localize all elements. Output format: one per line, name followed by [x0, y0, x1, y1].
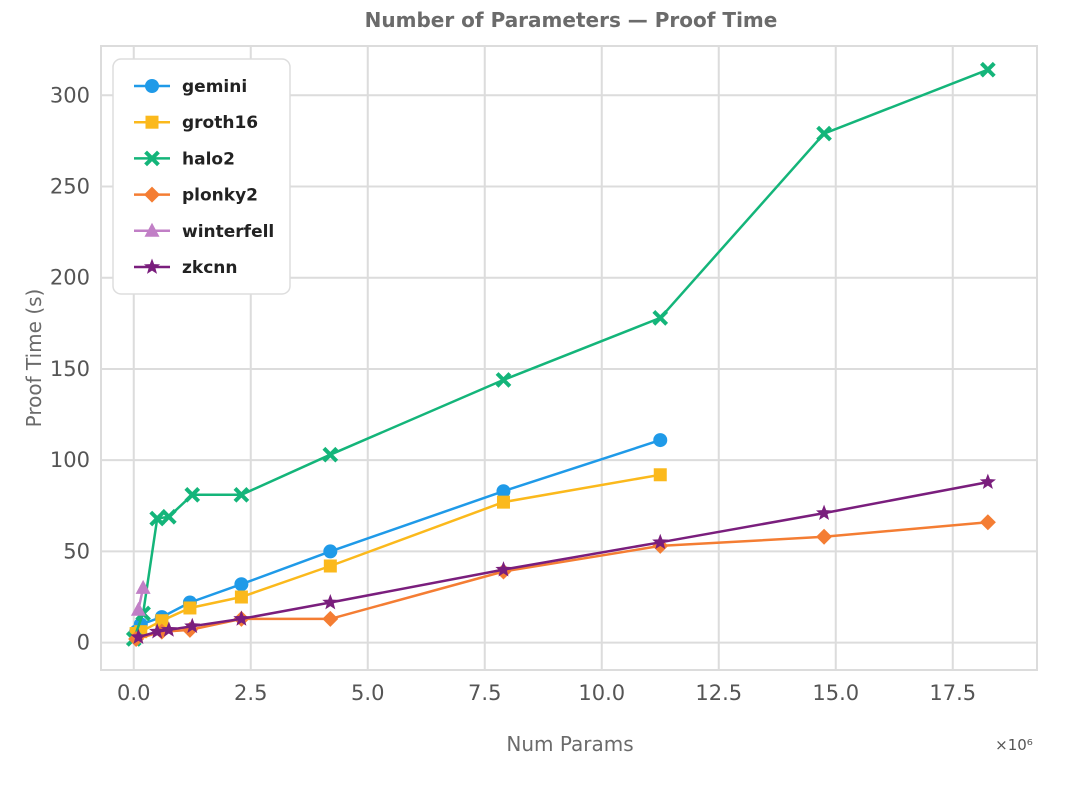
legend-marker-zkcnn [143, 258, 161, 274]
legend-label-gemini: gemini [182, 77, 247, 97]
x-tick-label: 7.5 [468, 681, 501, 705]
series-gemini [129, 433, 668, 639]
legend-label-plonky2: plonky2 [182, 186, 258, 206]
data-point-plonky2 [816, 528, 833, 545]
y-tick-label: 100 [50, 448, 90, 472]
data-point-plonky2 [322, 610, 339, 627]
data-point-gemini [653, 433, 668, 448]
data-point-zkcnn [160, 621, 177, 637]
legend-item-groth16: groth16 [134, 113, 258, 133]
legend-marker-groth16 [145, 115, 159, 129]
x-tick-label: 10.0 [578, 681, 625, 705]
series-zkcnn [130, 473, 996, 645]
y-tick-label: 200 [50, 266, 90, 290]
chart-title: Number of Parameters — Proof Time [365, 8, 778, 32]
x-axis-label: Num Params [506, 732, 633, 756]
legend-marker-winterfell [144, 222, 160, 237]
x-tick-label: 12.5 [695, 681, 742, 705]
series-line-plonky2 [135, 520, 989, 641]
data-point-zkcnn [233, 610, 250, 626]
y-axis-label: Proof Time (s) [22, 289, 46, 428]
x-tick-label: 5.0 [351, 681, 384, 705]
data-point-halo2 [149, 510, 165, 527]
tick-labels: 0.0 2.5 5.0 7.5 10.0 12.5 15.0 17.5 0 50 100 150 200… [50, 83, 976, 705]
series-line-zkcnn [138, 480, 989, 639]
data-point-winterfell [130, 601, 146, 616]
legend-item-halo2: halo2 [134, 149, 235, 169]
data-point-zkcnn [149, 623, 166, 639]
data-point-zkcnn [322, 593, 339, 610]
data-point-zkcnn [130, 628, 147, 645]
data-point-groth16 [323, 559, 337, 573]
legend-label-groth16: groth16 [182, 113, 258, 133]
legend-item-gemini: gemini [134, 77, 247, 97]
data-point-halo2 [816, 125, 832, 142]
data-point-groth16 [653, 468, 667, 482]
series-groth16 [129, 468, 667, 641]
data-point-groth16 [155, 614, 169, 628]
x-tick-label: 15.0 [812, 681, 859, 705]
legend-marker-gemini [145, 79, 159, 93]
legend-item-winterfell: winterfell [134, 222, 274, 242]
data-point-groth16 [496, 495, 510, 509]
legend-label-zkcnn: zkcnn [182, 258, 237, 278]
data-point-zkcnn [815, 504, 833, 520]
data-point-halo2 [233, 487, 250, 503]
y-tick-label: 150 [50, 357, 90, 381]
data-point-gemini [323, 544, 338, 559]
data-point-zkcnn [979, 473, 996, 489]
series-plonky2 [128, 514, 996, 647]
y-tick-label: 300 [50, 83, 90, 107]
data-point-zkcnn [184, 617, 201, 634]
data-point-halo2 [322, 446, 339, 463]
x-multiplier-label: ×10⁶ [995, 736, 1033, 754]
data-point-halo2 [980, 61, 996, 78]
legend-item-zkcnn: zkcnn [134, 258, 237, 278]
legend: gemini groth16 halo2 plonky2 winterfell zkcnn [112, 58, 291, 295]
legend-label-winterfell: winterfell [182, 222, 274, 242]
data-point-zkcnn [495, 561, 512, 577]
series-group [125, 61, 996, 647]
series-winterfell [130, 579, 151, 616]
data-point-plonky2 [979, 514, 996, 531]
data-point-groth16 [234, 590, 248, 604]
data-point-winterfell [135, 579, 151, 594]
x-tick-label: 2.5 [234, 681, 267, 705]
data-point-halo2 [652, 310, 669, 326]
data-point-halo2 [495, 372, 512, 388]
series-line-groth16 [135, 473, 661, 635]
data-point-halo2 [184, 487, 201, 503]
legend-marker-plonky2 [144, 186, 160, 203]
data-point-groth16 [183, 601, 197, 615]
legend-item-plonky2: plonky2 [134, 186, 258, 206]
y-tick-label: 0 [77, 631, 90, 655]
data-point-gemini [496, 484, 511, 499]
data-point-gemini [234, 577, 249, 592]
grid [101, 46, 1037, 670]
data-point-zkcnn [652, 533, 669, 550]
legend-label-halo2: halo2 [182, 149, 235, 169]
x-tick-label: 0.0 [117, 681, 150, 705]
y-tick-label: 250 [50, 174, 90, 198]
x-tick-label: 17.5 [929, 681, 976, 705]
y-tick-label: 50 [63, 539, 90, 563]
legend-marker-halo2 [144, 150, 160, 167]
plot-frame [100, 45, 1038, 671]
data-point-halo2 [161, 508, 177, 525]
